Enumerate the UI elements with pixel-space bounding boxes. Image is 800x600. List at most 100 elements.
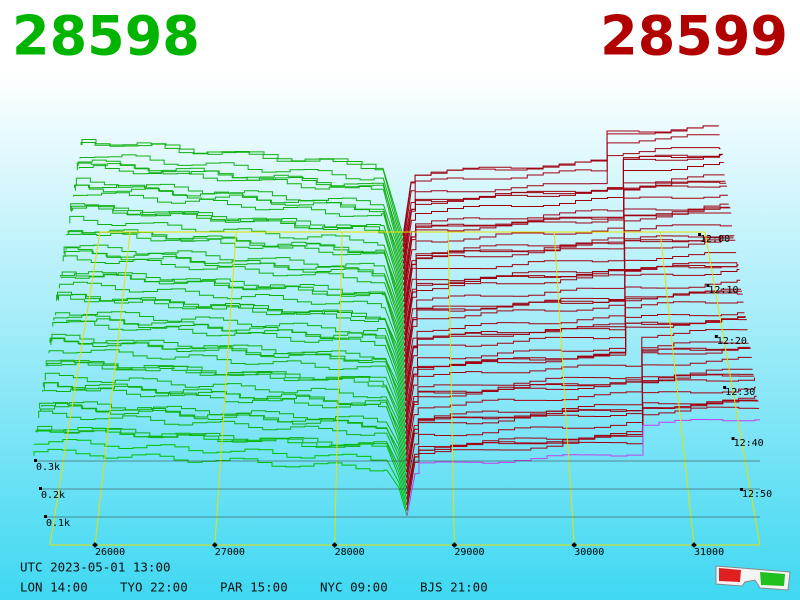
ask-slice <box>405 312 745 412</box>
time-tick-label: 12:00 <box>700 234 730 245</box>
price-tick <box>571 542 578 548</box>
bid-slice <box>77 159 404 259</box>
ask-price: 28599 <box>600 5 788 68</box>
depth-tick-label: 0.1k <box>46 518 70 529</box>
bid-slice <box>34 439 408 511</box>
time-tick <box>740 488 743 491</box>
ask-slice <box>405 368 753 467</box>
ask-slice <box>404 264 738 368</box>
ask-slice <box>406 406 760 511</box>
bid-slice <box>80 142 404 242</box>
bid-slice <box>76 162 404 264</box>
ask-slice <box>405 356 752 462</box>
ask-slice <box>406 377 756 484</box>
city-time: TYO 22:00 <box>120 580 188 595</box>
ask-slice <box>404 262 738 363</box>
city-time: NYC 09:00 <box>320 580 388 595</box>
ask-slice <box>402 125 719 242</box>
price-tick-label: 31000 <box>694 547 724 558</box>
bid-slice <box>63 246 405 341</box>
price-grid-line <box>214 231 237 546</box>
time-tick-label: 12:40 <box>734 438 764 449</box>
ask-slice <box>403 153 723 269</box>
price-grid-line <box>659 231 695 546</box>
time-tick-label: 12:30 <box>725 387 755 398</box>
bid-slice <box>58 293 406 374</box>
price-tick-label: 30000 <box>574 547 604 558</box>
bid-slice <box>51 333 406 412</box>
time-tick-label: 12:50 <box>742 489 772 500</box>
city-time: PAR 15:00 <box>220 580 288 595</box>
ask-slice <box>403 162 724 275</box>
ask-slice <box>403 180 726 286</box>
bid-slice <box>73 192 405 286</box>
ask-slice <box>403 235 733 335</box>
ask-slice <box>404 264 739 374</box>
time-tick <box>698 233 701 236</box>
city-time: BJS 21:00 <box>420 580 488 595</box>
bid-slice <box>58 281 406 368</box>
ask-slice <box>404 292 743 401</box>
time-tick-label: 12:10 <box>708 285 738 296</box>
ask-slice <box>406 400 759 506</box>
depth-tick <box>39 487 42 490</box>
ask-slice <box>403 181 727 291</box>
ask-slice <box>404 239 736 352</box>
bid-slice <box>75 177 404 270</box>
ask-slice <box>405 319 747 429</box>
bid-slice <box>39 402 407 484</box>
bid-slice <box>43 382 407 456</box>
bid-slice <box>37 425 408 495</box>
ask-slice <box>406 386 756 489</box>
time-tick <box>714 335 718 338</box>
ask-slice <box>404 301 744 407</box>
bid-slice <box>56 294 406 385</box>
price-tick <box>451 542 458 548</box>
price-tick <box>211 542 218 548</box>
time-tick <box>723 386 727 389</box>
depth-tick <box>44 515 47 518</box>
ask-slice <box>405 329 748 434</box>
ask-slice <box>405 347 751 456</box>
bid-price: 28598 <box>12 5 200 68</box>
depth-surface <box>33 125 760 517</box>
bid-slice <box>36 428 408 500</box>
bid-slice <box>60 273 406 357</box>
bid-slice <box>55 311 406 390</box>
city-time: LON 14:00 <box>20 580 88 595</box>
axes: 26000 27000 28000 29000 30000 31000 0.3k 0.2k 0.… <box>20 231 772 595</box>
ask-slice <box>403 224 732 330</box>
ask-slice <box>406 374 755 478</box>
ask-slice <box>403 174 725 280</box>
depth-tick-label: 0.3k <box>36 462 60 473</box>
price-tick-label: 26000 <box>95 547 125 558</box>
utc-time: UTC 2023-05-01 13:00 <box>20 560 171 575</box>
bid-slice <box>45 359 407 445</box>
bid-slice <box>44 372 407 451</box>
ask-slice <box>405 346 751 451</box>
ask-slice <box>403 185 728 297</box>
time-tick-label: 12:20 <box>717 336 747 347</box>
bid-slice <box>71 205 405 297</box>
bid-slice <box>69 215 405 308</box>
bid-slice <box>53 314 406 401</box>
bid-slice <box>79 154 404 248</box>
price-tick <box>331 542 338 548</box>
ask-slice <box>402 134 720 248</box>
ask-slice <box>404 279 741 385</box>
time-tick <box>706 284 710 287</box>
depth-tick-label: 0.2k <box>41 490 65 501</box>
ask-slice <box>406 419 760 517</box>
time-tick <box>731 437 735 440</box>
price-tick-label: 27000 <box>215 547 245 558</box>
bid-slice <box>81 139 404 237</box>
glasses-icon <box>715 565 791 591</box>
price-tick <box>92 542 98 548</box>
bid-slice <box>62 255 406 346</box>
price-grid-line <box>447 231 455 546</box>
price-grid-line <box>334 231 343 546</box>
floor-right <box>704 231 761 546</box>
ask-slice <box>405 341 749 440</box>
price-grid-line <box>553 231 575 546</box>
